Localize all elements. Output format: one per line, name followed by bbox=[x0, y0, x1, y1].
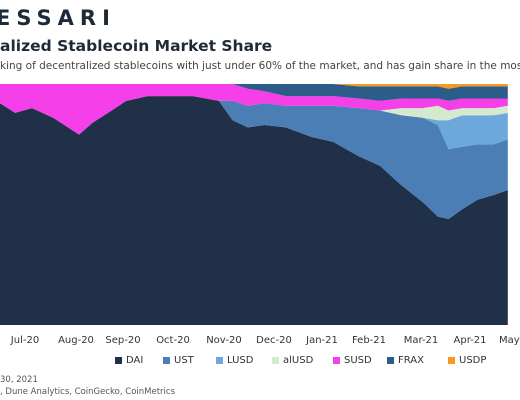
x-tick-label: Jul-20 bbox=[10, 335, 39, 346]
x-tick-label: Aug-20 bbox=[58, 335, 94, 346]
legend-label: SUSD bbox=[344, 355, 372, 366]
legend-swatch bbox=[216, 357, 223, 364]
area-susd bbox=[0, 84, 508, 135]
legend-swatch bbox=[448, 357, 455, 364]
area-ust bbox=[0, 96, 508, 219]
legend-item-ust: UST bbox=[163, 355, 194, 366]
legend-label: DAI bbox=[126, 355, 144, 366]
legend-label: LUSD bbox=[227, 355, 254, 366]
x-tick-label: Jan-21 bbox=[305, 335, 338, 346]
x-tick-label: Apr-21 bbox=[454, 335, 487, 346]
area-alusd bbox=[0, 96, 508, 135]
x-tick-label: Oct-20 bbox=[156, 335, 190, 346]
area-usdp bbox=[0, 84, 508, 89]
chart-areas bbox=[0, 84, 508, 325]
legend-label: alUSD bbox=[283, 355, 314, 366]
chart-subtitle: king of decentralized stablecoins with j… bbox=[0, 60, 520, 72]
legend-label: UST bbox=[174, 355, 194, 366]
x-axis-ticks: Jul-20 Aug-20 Sep-20 Oct-20 Nov-20 Dec-20 Jan-… bbox=[10, 335, 520, 346]
legend-item-lusd: LUSD bbox=[216, 355, 253, 366]
legend-item-frax: FRAX bbox=[387, 355, 424, 366]
x-tick-label: Nov-20 bbox=[206, 335, 242, 346]
legend-item-usdp: USDP bbox=[448, 355, 486, 366]
legend-swatch bbox=[115, 357, 122, 364]
x-tick-label: Sep-20 bbox=[105, 335, 140, 346]
area-frax bbox=[0, 84, 508, 101]
area-lusd bbox=[0, 96, 508, 150]
legend-item-alusd: alUSD bbox=[272, 355, 313, 366]
chart-legend: DAI UST LUSD alUSD SUSD FRAX USDP bbox=[0, 355, 520, 369]
legend-item-dai: DAI bbox=[115, 355, 143, 366]
legend-swatch bbox=[272, 357, 279, 364]
area-dai bbox=[0, 96, 508, 325]
legend-swatch bbox=[387, 357, 394, 364]
legend-swatch bbox=[163, 357, 170, 364]
x-tick-label: Dec-20 bbox=[256, 335, 292, 346]
x-tick-label: May- bbox=[499, 335, 520, 346]
footnote-date: 30, 2021 bbox=[0, 375, 38, 385]
legend-item-susd: SUSD bbox=[333, 355, 372, 366]
legend-label: FRAX bbox=[398, 355, 424, 366]
logo: ESSARI bbox=[0, 6, 116, 30]
legend-swatch bbox=[333, 357, 340, 364]
chart-title: alized Stablecoin Market Share bbox=[0, 37, 273, 55]
legend-label: USDP bbox=[459, 355, 487, 366]
x-tick-label: Mar-21 bbox=[404, 335, 439, 346]
x-tick-label: Feb-21 bbox=[352, 335, 386, 346]
footnote-sources: , Dune Analytics, CoinGecko, CoinMetrics bbox=[0, 387, 175, 397]
stacked-area-chart: Jul-20 Aug-20 Sep-20 Oct-20 Nov-20 Dec-20 Jan-… bbox=[0, 84, 520, 346]
